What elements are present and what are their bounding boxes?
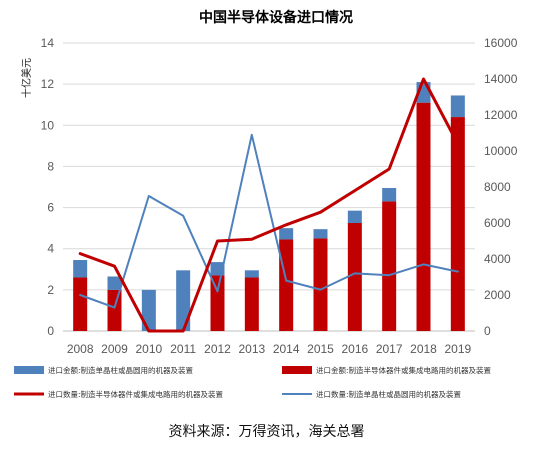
bar-red — [382, 201, 397, 331]
x-tick-label: 2019 — [444, 342, 471, 356]
y-tick-label: 10 — [41, 118, 55, 132]
legend: 进口金额:制造单晶柱或晶圆用的机器及装置 进口金额:制造半导体器件或集成电路用的机… — [14, 365, 492, 399]
bar-blue — [382, 188, 397, 202]
y2-tick-label: 4000 — [484, 252, 511, 266]
x-tick-label: 2014 — [273, 342, 300, 356]
x-tick-label: 2009 — [101, 342, 128, 356]
y-tick-label: 14 — [41, 36, 55, 50]
line-series-red — [78, 77, 460, 333]
x-tick-label: 2013 — [238, 342, 265, 356]
bar-blue — [347, 210, 362, 223]
bar-red — [107, 289, 122, 331]
x-tick-label: 2008 — [67, 342, 94, 356]
bar-blue — [450, 95, 465, 118]
bar-red — [416, 102, 431, 332]
bar-blue — [244, 270, 259, 278]
y-tick-label: 0 — [47, 324, 54, 338]
legend-swatch — [14, 366, 44, 374]
y2-tick-label: 10000 — [484, 144, 518, 158]
x-tick-label: 2017 — [376, 342, 403, 356]
y2-tick-label: 2000 — [484, 288, 511, 302]
legend-label: 进口金额:制造半导体器件或集成电路用的机器及装置 — [316, 365, 492, 375]
y2-tick-label: 14000 — [484, 72, 518, 86]
bar-blue — [313, 229, 328, 239]
plot-area: 0 2 4 6 8 10 12 14 0 2000 4000 6000 8000 10000 12000 14… — [41, 36, 518, 356]
y2-tick-label: 0 — [484, 324, 491, 338]
bar-red — [279, 239, 294, 331]
x-tick-label: 2010 — [135, 342, 162, 356]
y-tick-label: 4 — [47, 242, 54, 256]
bar-blue — [141, 289, 156, 331]
x-tick-label: 2016 — [341, 342, 368, 356]
y-axis-label: 十亿美元 — [20, 58, 33, 98]
source-note: 资料来源：万得资讯，海关总署 — [168, 424, 365, 440]
line-series-blue — [79, 133, 459, 309]
x-tick-label: 2015 — [307, 342, 334, 356]
bar-blue — [176, 270, 191, 331]
y-tick-label: 8 — [47, 159, 54, 173]
chart-title: 中国半导体设备进口情况 — [199, 9, 353, 26]
bar-blue — [279, 228, 294, 240]
bar-red — [73, 277, 88, 331]
y-tick-label: 12 — [41, 77, 55, 91]
y2-tick-label: 6000 — [484, 216, 511, 230]
bar-red — [347, 223, 362, 331]
bar-red — [450, 117, 465, 331]
bar-red — [313, 238, 328, 331]
x-tick-label: 2011 — [170, 342, 196, 356]
bar-red — [210, 275, 225, 331]
bar-red — [244, 277, 259, 331]
bar-blue — [107, 276, 122, 290]
y-tick-label: 2 — [47, 283, 54, 297]
legend-label: 进口数量:制造单晶柱或晶圆用的机器及装置 — [316, 389, 462, 399]
y2-tick-label: 8000 — [484, 180, 511, 194]
legend-swatch — [282, 366, 312, 374]
y2-tick-label: 16000 — [484, 36, 518, 50]
x-tick-label: 2018 — [410, 342, 437, 356]
y2-tick-label: 12000 — [484, 108, 518, 122]
bar-blue — [73, 260, 88, 278]
y-tick-label: 6 — [47, 201, 54, 215]
legend-label: 进口数量:制造半导体器件或集成电路用的机器及装置 — [48, 389, 224, 399]
legend-label: 进口金额:制造单晶柱或晶圆用的机器及装置 — [48, 365, 194, 375]
x-tick-label: 2012 — [204, 342, 231, 356]
